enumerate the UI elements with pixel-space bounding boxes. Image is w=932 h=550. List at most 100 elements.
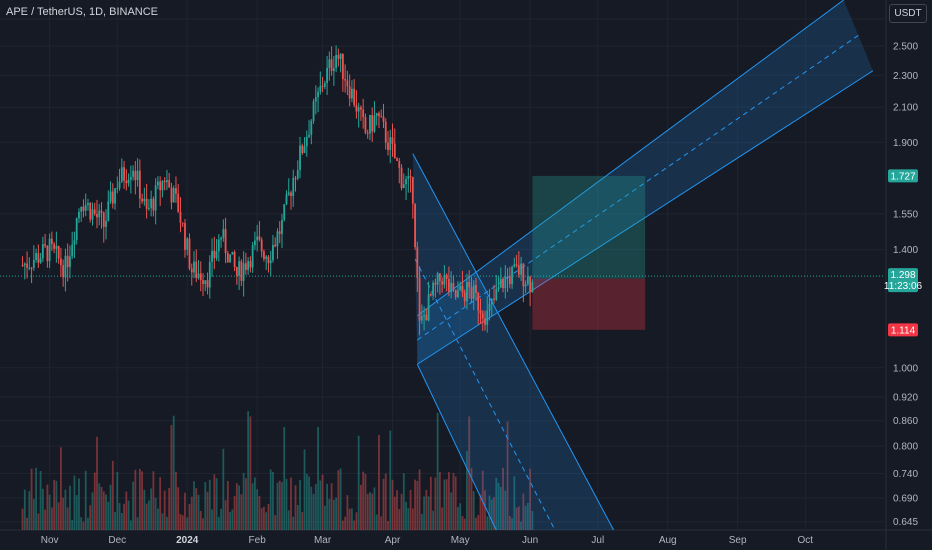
candle-body xyxy=(181,222,184,224)
volume-bar xyxy=(60,447,62,530)
candle-body xyxy=(100,210,103,213)
candle-body xyxy=(37,253,40,263)
y-tick-label: 0.860 xyxy=(893,416,918,427)
long-position-loss-zone xyxy=(532,278,646,330)
volume-bar xyxy=(226,480,229,530)
volume-bar xyxy=(111,460,114,530)
volume-bar xyxy=(145,503,148,530)
candle-body xyxy=(312,101,315,121)
candle-body xyxy=(186,238,189,250)
y-tick-label: 1.900 xyxy=(893,138,918,149)
volume-bar xyxy=(529,468,532,530)
candle-body xyxy=(285,194,288,205)
chart-drawings[interactable] xyxy=(0,0,884,531)
volume-bar xyxy=(71,519,74,530)
candle-body xyxy=(111,191,114,204)
volume-bar xyxy=(400,493,403,530)
candle-body xyxy=(84,204,87,211)
candle-body xyxy=(330,59,333,71)
candle-body xyxy=(301,145,304,154)
volume-bar xyxy=(369,492,371,530)
volume-bar xyxy=(391,479,394,530)
volume-bar xyxy=(434,477,437,530)
volume-bar xyxy=(497,482,500,530)
x-tick-label: Feb xyxy=(249,535,267,546)
candle-body xyxy=(199,273,202,281)
volume-bar xyxy=(454,476,457,530)
volume-bar xyxy=(166,516,168,530)
volume-bar xyxy=(425,489,428,530)
volume-bar xyxy=(125,491,128,530)
candle-body xyxy=(125,180,128,184)
volume-bar xyxy=(87,517,89,530)
candle-body xyxy=(116,188,119,190)
volume-bar xyxy=(82,521,85,530)
candle-body xyxy=(283,204,286,220)
volume-bar xyxy=(69,485,71,530)
candle-body xyxy=(154,185,157,211)
volume-bar xyxy=(129,520,132,530)
volume-bar xyxy=(213,474,216,530)
volume-bar xyxy=(120,513,123,530)
volume-bar xyxy=(105,494,107,530)
candle-body xyxy=(400,167,403,189)
volume-bar xyxy=(508,515,511,530)
volume-bar xyxy=(193,481,195,530)
candle-body xyxy=(202,280,204,284)
volume-bar xyxy=(319,480,322,530)
volume-bar xyxy=(215,478,218,530)
volume-bar xyxy=(46,484,49,530)
candle-body xyxy=(161,180,164,191)
volume-bar xyxy=(44,509,47,530)
x-tick-label: Jun xyxy=(522,535,538,546)
candle-body xyxy=(41,244,44,259)
volume-bar xyxy=(254,477,256,530)
volume-bar xyxy=(357,435,360,530)
candle-body xyxy=(461,285,464,293)
candle-body xyxy=(177,193,180,212)
volume-bar xyxy=(73,475,76,530)
volume-bar xyxy=(41,488,44,530)
candle-body xyxy=(373,115,376,132)
candle-body xyxy=(213,250,216,259)
candlestick-series xyxy=(21,45,534,336)
volume-bar xyxy=(502,467,504,530)
price-tag xyxy=(888,323,918,337)
time-axis[interactable]: Nov Dec 2024 Feb Mar Apr May Jun Jul Aug Sep Oct xyxy=(41,535,814,546)
volume-bar xyxy=(267,503,270,530)
volume-bar xyxy=(263,506,265,530)
volume-bar xyxy=(526,502,529,530)
candle-body xyxy=(229,254,231,263)
candle-body xyxy=(32,259,35,268)
volume-bar xyxy=(244,478,247,530)
candle-body xyxy=(375,113,378,116)
volume-bar xyxy=(39,471,42,530)
currency-button[interactable]: USDT xyxy=(889,4,927,23)
candle-body xyxy=(159,181,162,191)
candle-body xyxy=(423,315,425,317)
candle-body xyxy=(495,289,498,300)
candle-body xyxy=(30,267,33,269)
candle-body xyxy=(513,264,516,268)
volume-bar xyxy=(251,483,254,530)
volume-bar xyxy=(195,488,198,530)
volume-bar xyxy=(470,467,473,530)
candle-body xyxy=(409,176,412,178)
volume-bar xyxy=(407,508,410,530)
volume-bar xyxy=(150,488,153,530)
candle-body xyxy=(402,184,405,189)
candle-body xyxy=(242,263,245,281)
volume-bar xyxy=(186,517,189,530)
candle-body xyxy=(448,278,450,292)
volume-bar xyxy=(416,480,419,530)
volume-bar xyxy=(143,489,146,530)
y-tick-label: 0.920 xyxy=(893,393,918,404)
volume-bar xyxy=(420,513,423,530)
y-tick-label: 0.645 xyxy=(893,517,918,528)
volume-bar xyxy=(294,485,297,530)
volume-bar xyxy=(457,507,459,530)
volume-bar xyxy=(249,416,252,530)
volume-bar xyxy=(188,503,191,530)
